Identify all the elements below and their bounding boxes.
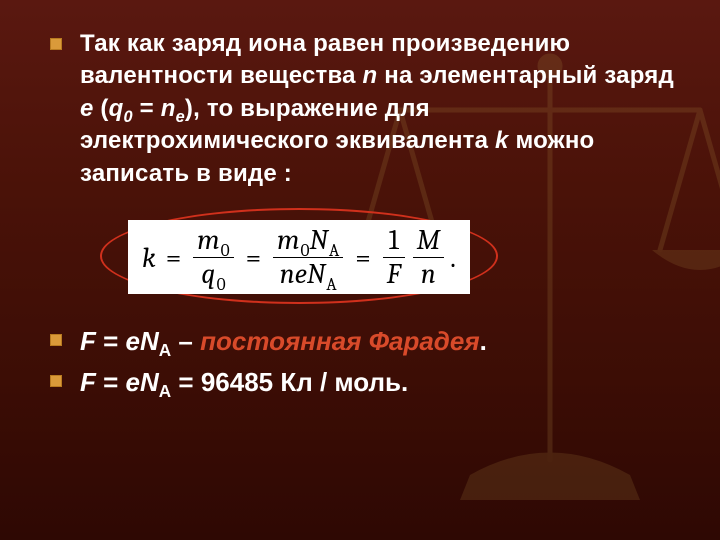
p1-q0-sub: 0 bbox=[124, 108, 133, 126]
paragraph-2: F = eNA – постоянная Фарадея. bbox=[80, 324, 684, 359]
f-N2: N bbox=[307, 258, 325, 290]
bullet-icon bbox=[50, 375, 62, 387]
f-frac4: M n bbox=[411, 226, 446, 290]
p1-nee: e bbox=[176, 108, 185, 126]
slide-root: Так как заряд иона равен произведению ва… bbox=[0, 0, 720, 540]
p2-A: A bbox=[159, 340, 171, 360]
formula-ellipse: k = m0 q0 = m0NA neNA = bbox=[100, 208, 498, 304]
f-eq3: = bbox=[345, 242, 381, 274]
bullet-icon bbox=[50, 334, 62, 346]
bullet-item-1: Так как заряд иона равен произведению ва… bbox=[50, 28, 684, 190]
f-m0: m bbox=[197, 224, 219, 256]
f-eq1: = bbox=[156, 242, 192, 274]
bullet-icon bbox=[50, 38, 62, 50]
f-one: 1 bbox=[385, 226, 403, 255]
p1-t3: ( bbox=[94, 95, 109, 122]
p2-N: N bbox=[140, 326, 159, 356]
f-k: k bbox=[142, 242, 156, 274]
p2-end: . bbox=[480, 326, 487, 356]
f-nbot: n bbox=[417, 260, 440, 289]
p1-q0-base: q bbox=[109, 95, 124, 122]
f-frac2-num: m0NA bbox=[273, 226, 343, 255]
p1-nen: n bbox=[161, 95, 176, 122]
paragraph-1: Так как заряд иона равен произведению ва… bbox=[80, 28, 684, 190]
formula-box: k = m0 q0 = m0NA neNA = bbox=[128, 220, 470, 294]
p1-eq: = bbox=[133, 95, 161, 122]
f-n2: n bbox=[280, 258, 295, 290]
f-M: M bbox=[413, 226, 444, 255]
f-q0s: 0 bbox=[216, 275, 226, 295]
p1-t2: на элементарный заряд bbox=[377, 62, 674, 89]
p2-highlight: постоянная Фарадея bbox=[200, 326, 480, 356]
f-q0: q bbox=[201, 258, 215, 290]
bullet-item-2: F = eNA – постоянная Фарадея. bbox=[50, 324, 684, 359]
p3-eq1: = bbox=[96, 367, 126, 397]
f-frac2-den: neNA bbox=[276, 260, 341, 289]
formula-math: k = m0 q0 = m0NA neNA = bbox=[142, 226, 456, 290]
f-F: F bbox=[383, 260, 405, 289]
p3-N: N bbox=[140, 367, 159, 397]
p2-eq: = bbox=[96, 326, 126, 356]
p3-eq2: = bbox=[171, 367, 201, 397]
p3-e: e bbox=[126, 367, 140, 397]
paragraph-3: F = eNA = 96485 Кл / моль. bbox=[80, 365, 684, 400]
f-frac1-den: q0 bbox=[197, 260, 229, 289]
f-A2: A bbox=[325, 275, 336, 295]
p2-F: F bbox=[80, 326, 96, 356]
p2-dash: – bbox=[171, 326, 200, 356]
f-frac3: 1 F bbox=[381, 226, 407, 290]
p1-ne: ne bbox=[161, 95, 185, 122]
f-frac1-num: m0 bbox=[193, 226, 233, 255]
f-m02: m bbox=[277, 224, 299, 256]
p2-e: e bbox=[126, 326, 140, 356]
p3-A: A bbox=[159, 381, 171, 401]
p1-e: e bbox=[80, 95, 94, 122]
p1-n: n bbox=[363, 62, 378, 89]
formula-block: k = m0 q0 = m0NA neNA = bbox=[100, 208, 580, 304]
p1-k: k bbox=[495, 127, 509, 154]
f-eq2: = bbox=[236, 242, 272, 274]
bullet-item-3: F = eNA = 96485 Кл / моль. bbox=[50, 365, 684, 400]
p1-q0: q0 bbox=[109, 95, 133, 122]
p3-value: 96485 Кл / моль. bbox=[201, 367, 408, 397]
f-e2: e bbox=[295, 258, 307, 290]
p3-F: F bbox=[80, 367, 96, 397]
f-frac1: m0 q0 bbox=[191, 226, 235, 290]
f-frac2: m0NA neNA bbox=[271, 226, 345, 290]
f-N1: N bbox=[310, 224, 328, 256]
f-dot: . bbox=[446, 242, 456, 274]
content-area: Так как заряд иона равен произведению ва… bbox=[0, 0, 720, 400]
